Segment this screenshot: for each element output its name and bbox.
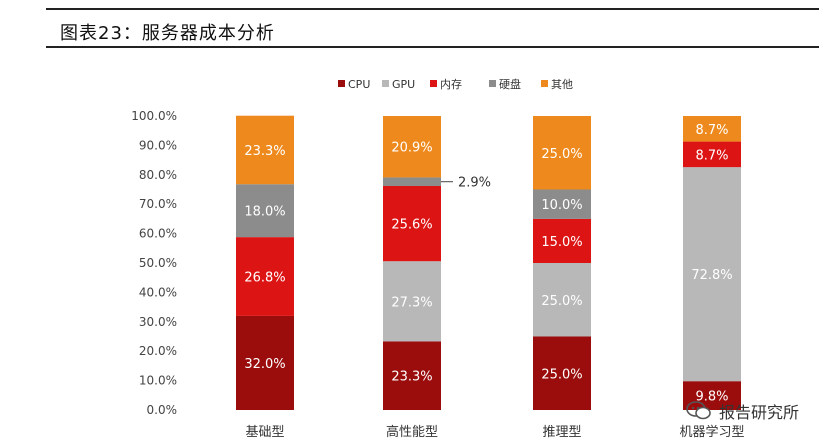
y-tick-label: 0.0% [147,403,178,417]
bar-segment-内存-2 [533,218,591,263]
legend-swatch-4 [541,80,548,87]
bar-segment-GPU-1 [383,261,441,342]
legend-swatch-2 [430,80,437,87]
legend-label-0: CPU [348,78,370,91]
legend-label-3: 硬盘 [499,77,521,91]
bar-segment-CPU-3 [683,381,741,410]
y-tick-label: 10.0% [139,374,177,388]
data-label: 15.0% [541,235,582,250]
data-label: 25.0% [541,367,582,382]
data-label: 72.8% [691,268,732,283]
data-label: 26.8% [244,271,285,286]
y-axis: 0.0% 10.0% 20.0% 30.0% 40.0% 50.0% 60.0% 70.0% 8… [131,109,177,417]
bar-segment-CPU-2 [533,336,591,410]
y-tick-label: 60.0% [139,227,177,241]
y-tick-label: 40.0% [139,285,177,299]
x-category-label: 推理型 [542,425,581,440]
chart-legend: CPU GPU 内存 硬盘 其他 [338,77,573,91]
y-tick-label: 90.0% [139,138,177,152]
data-label: 8.7% [695,148,728,163]
x-category-label: 机器学习型 [679,424,744,440]
data-label: 23.3% [391,370,432,385]
bar-segment-硬盘-2 [533,189,591,219]
y-tick-label: 100.0% [131,109,177,123]
wechat-icon [686,401,711,420]
bar-segment-CPU-0 [236,315,294,410]
legend-swatch-0 [338,80,345,87]
watermark-text: 报告研究所 [718,403,799,422]
bar-segment-CPU-1 [383,341,441,410]
bar-area: 32.0% 26.8% 18.0% 23.3% 23.3% 27.3% 25.6% 20.9%… [236,115,741,410]
figure-title: 图表23：服务器成本分析 [60,23,275,44]
bar-segment-其他-3 [683,116,741,142]
data-label: 25.0% [541,147,582,162]
bar-segment-内存-3 [683,141,741,168]
data-label: 23.3% [244,144,285,159]
bar-segment-硬盘-1 [383,177,441,186]
legend-label-2: 内存 [440,77,462,91]
legend-swatch-1 [382,80,389,87]
data-label: 20.9% [391,141,432,156]
bar-segment-内存-1 [383,185,441,262]
figure-title-bar: 图表23：服务器成本分析 [46,8,819,48]
watermark: 报告研究所 [685,399,799,423]
y-tick-label: 30.0% [139,315,177,329]
data-label: 27.3% [391,295,432,310]
callout-label: 2.9% [458,176,491,191]
data-label: 18.0% [244,205,285,220]
data-label: 10.0% [541,198,582,213]
x-axis: 基础型 高性能型 推理型 机器学习型 [245,424,744,440]
legend-label-4: 其他 [551,78,573,91]
bar-segment-GPU-2 [533,263,591,337]
data-label: 8.7% [695,123,728,138]
data-label: 9.8% [695,390,728,405]
y-tick-label: 80.0% [139,168,177,182]
data-label: 25.0% [541,294,582,309]
bar-segment-其他-0 [236,115,294,185]
x-category-label: 高性能型 [386,424,438,440]
bar-segment-其他-1 [383,116,441,178]
legend-swatch-3 [489,80,496,87]
bar-segment-硬盘-0 [236,184,294,238]
data-label: 25.6% [391,218,432,233]
data-label: 32.0% [244,357,285,372]
y-tick-label: 20.0% [139,344,177,358]
bar-segment-内存-0 [236,237,294,316]
y-tick-label: 50.0% [139,256,177,270]
x-category-label: 基础型 [245,425,284,440]
bar-segment-其他-2 [533,116,591,190]
legend-label-1: GPU [392,78,415,91]
bar-segment-GPU-3 [683,167,741,382]
y-tick-label: 70.0% [139,197,177,211]
